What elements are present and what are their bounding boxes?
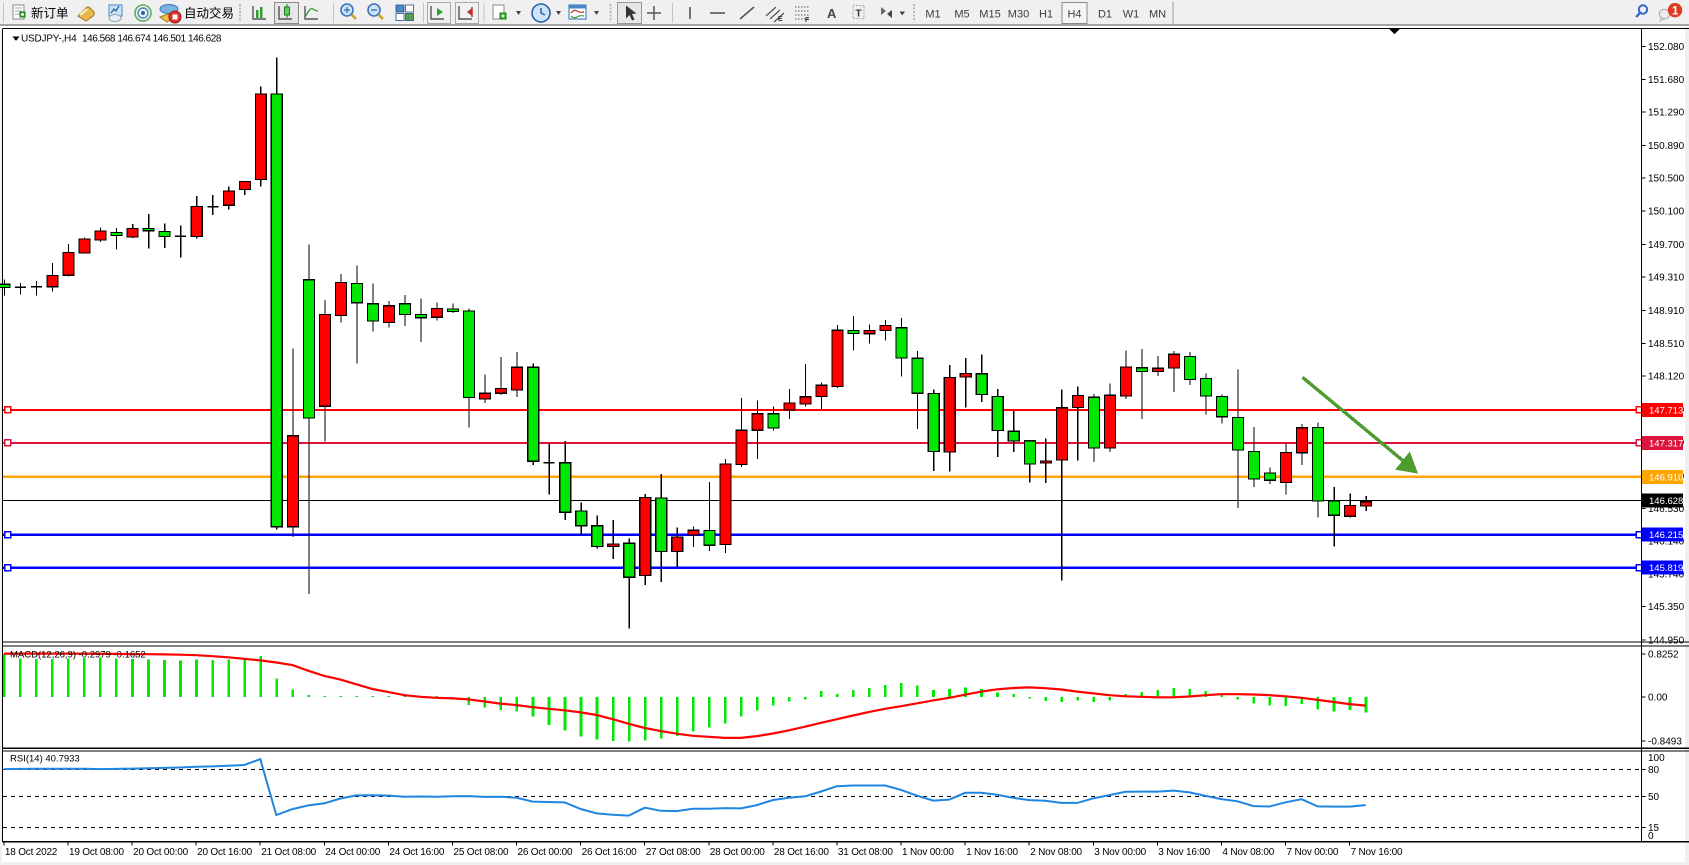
svg-text:7 Nov 00:00: 7 Nov 00:00 — [1287, 847, 1339, 858]
svg-text:1 Nov 00:00: 1 Nov 00:00 — [902, 847, 954, 858]
svg-text:26 Oct 16:00: 26 Oct 16:00 — [582, 847, 637, 858]
svg-text:150.890: 150.890 — [1648, 141, 1685, 152]
svg-text:151.290: 151.290 — [1648, 108, 1685, 119]
svg-text:MN: MN — [1149, 9, 1166, 21]
svg-text:E: E — [778, 16, 783, 23]
svg-text:MACD(12,26,9) -0.2979 -0.1652: MACD(12,26,9) -0.2979 -0.1652 — [10, 650, 146, 661]
svg-text:3 Nov 16:00: 3 Nov 16:00 — [1158, 847, 1210, 858]
svg-text:19 Oct 08:00: 19 Oct 08:00 — [69, 847, 124, 858]
svg-text:4 Nov 08:00: 4 Nov 08:00 — [1222, 847, 1274, 858]
svg-text:0.00: 0.00 — [1648, 692, 1668, 703]
svg-text:147.713: 147.713 — [1649, 405, 1683, 416]
svg-text:147.317: 147.317 — [1649, 438, 1683, 449]
svg-text:26 Oct 00:00: 26 Oct 00:00 — [518, 847, 573, 858]
svg-text:28 Oct 00:00: 28 Oct 00:00 — [710, 847, 765, 858]
svg-text:1: 1 — [1672, 6, 1679, 18]
svg-text:3 Nov 00:00: 3 Nov 00:00 — [1094, 847, 1146, 858]
svg-text:152.080: 152.080 — [1648, 42, 1685, 53]
svg-text:145.350: 145.350 — [1648, 602, 1685, 613]
svg-text:146.140: 146.140 — [1648, 536, 1685, 547]
svg-text:150.500: 150.500 — [1648, 173, 1685, 184]
svg-text:M5: M5 — [954, 9, 969, 21]
svg-text:144.950: 144.950 — [1648, 636, 1685, 647]
svg-text:20 Oct 16:00: 20 Oct 16:00 — [197, 847, 252, 858]
svg-text:148.120: 148.120 — [1648, 372, 1685, 383]
svg-text:146.215: 146.215 — [1649, 530, 1683, 541]
svg-text:25 Oct 08:00: 25 Oct 08:00 — [454, 847, 509, 858]
svg-text:28 Oct 16:00: 28 Oct 16:00 — [774, 847, 829, 858]
svg-text:100: 100 — [1648, 753, 1665, 764]
svg-text:50: 50 — [1648, 792, 1660, 803]
svg-text:0.8252: 0.8252 — [1648, 649, 1679, 660]
svg-text:M30: M30 — [1008, 9, 1029, 21]
svg-text:0: 0 — [1648, 831, 1654, 842]
svg-text:24 Oct 16:00: 24 Oct 16:00 — [389, 847, 444, 858]
svg-text:148.510: 148.510 — [1648, 339, 1685, 350]
svg-text:31 Oct 08:00: 31 Oct 08:00 — [838, 847, 893, 858]
svg-text:150.100: 150.100 — [1648, 207, 1685, 218]
svg-text:146.568 146.674 146.501 146.62: 146.568 146.674 146.501 146.628 — [82, 34, 222, 45]
svg-text:-0.8493: -0.8493 — [1648, 737, 1682, 748]
svg-text:自动交易: 自动交易 — [184, 6, 234, 21]
svg-text:新订单: 新订单 — [31, 6, 69, 21]
svg-text:145.740: 145.740 — [1648, 570, 1685, 581]
svg-text:A: A — [827, 6, 837, 21]
svg-text:148.910: 148.910 — [1648, 306, 1685, 317]
svg-text:T: T — [856, 9, 862, 20]
svg-text:151.680: 151.680 — [1648, 75, 1685, 86]
svg-text:D1: D1 — [1098, 9, 1112, 21]
svg-text:M15: M15 — [979, 9, 1000, 21]
svg-text:21 Oct 08:00: 21 Oct 08:00 — [261, 847, 316, 858]
svg-text:20 Oct 00:00: 20 Oct 00:00 — [133, 847, 188, 858]
svg-text:145.819: 145.819 — [1649, 563, 1683, 574]
svg-text:H1: H1 — [1039, 9, 1053, 21]
svg-text:M1: M1 — [925, 9, 940, 21]
svg-text:W1: W1 — [1123, 9, 1140, 21]
svg-text:146.628: 146.628 — [1649, 496, 1683, 507]
svg-text:7 Nov 16:00: 7 Nov 16:00 — [1351, 847, 1403, 858]
svg-text:15: 15 — [1648, 823, 1660, 834]
svg-text:H4: H4 — [1067, 9, 1081, 21]
svg-text:146.910: 146.910 — [1649, 472, 1683, 483]
svg-text:F: F — [805, 17, 810, 24]
svg-text:27 Oct 08:00: 27 Oct 08:00 — [646, 847, 701, 858]
svg-text:146.530: 146.530 — [1648, 504, 1685, 515]
svg-text:2 Nov 08:00: 2 Nov 08:00 — [1030, 847, 1082, 858]
svg-text:24 Oct 00:00: 24 Oct 00:00 — [325, 847, 380, 858]
svg-text:USDJPY-,H4: USDJPY-,H4 — [21, 34, 77, 45]
svg-text:1 Nov 16:00: 1 Nov 16:00 — [966, 847, 1018, 858]
svg-text:80: 80 — [1648, 765, 1660, 776]
svg-text:149.310: 149.310 — [1648, 273, 1685, 284]
svg-text:149.700: 149.700 — [1648, 240, 1685, 251]
svg-text:18 Oct 2022: 18 Oct 2022 — [5, 847, 58, 858]
svg-text:RSI(14) 40.7933: RSI(14) 40.7933 — [10, 754, 80, 765]
